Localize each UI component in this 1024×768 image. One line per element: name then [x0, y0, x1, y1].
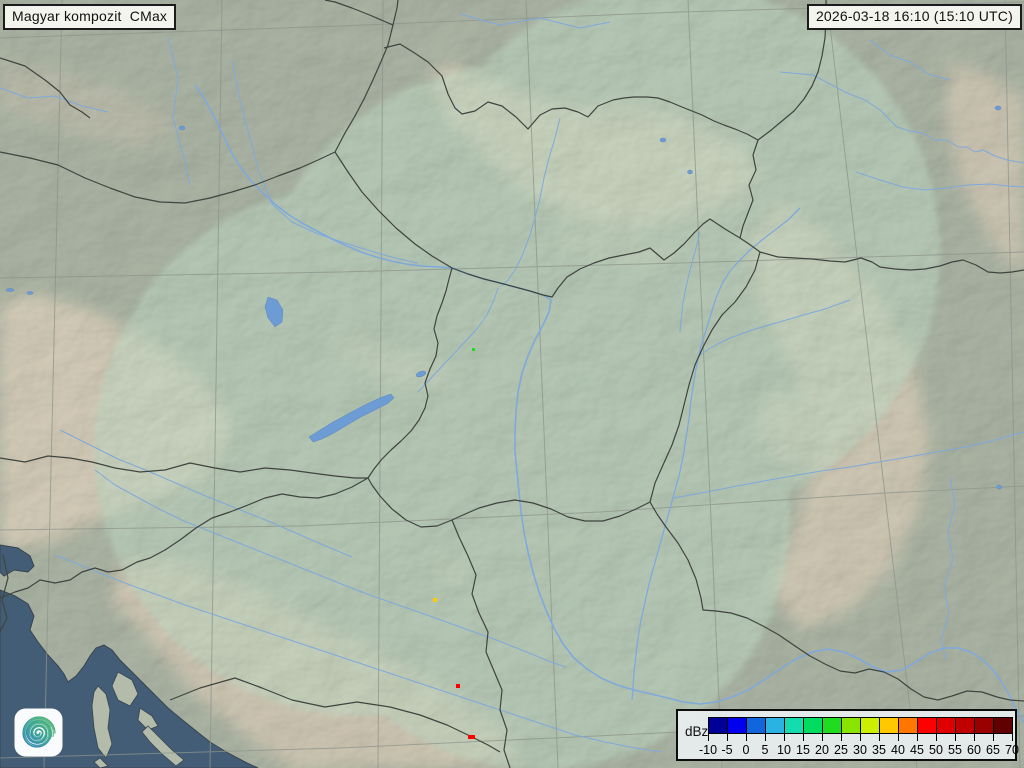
- legend-tick: [708, 733, 709, 741]
- legend-color-cell: [917, 717, 937, 734]
- lake-balaton: [308, 393, 395, 443]
- radar-echo: [433, 598, 437, 602]
- hungary-border: [367, 218, 761, 528]
- legend-tick-label: 25: [834, 743, 848, 757]
- legend-tick-label: 70: [1005, 743, 1019, 757]
- legend-tick-label: 20: [815, 743, 829, 757]
- legend-tick-label: 35: [872, 743, 886, 757]
- legend-tick-label: 55: [948, 743, 962, 757]
- legend-tick-label: 30: [853, 743, 867, 757]
- legend-color-cell: [708, 717, 728, 734]
- hungaromet-spiral-logo: [14, 708, 63, 757]
- legend-color-cell: [822, 717, 842, 734]
- legend-tick-label: 65: [986, 743, 1000, 757]
- legend-color-cell: [727, 717, 747, 734]
- legend-tick-label: 45: [910, 743, 924, 757]
- legend-tick: [841, 733, 842, 741]
- legend-tick-label: 15: [796, 743, 810, 757]
- legend-tick: [936, 733, 937, 741]
- danube-river: [194, 84, 1024, 723]
- legend-tick-label: -10: [698, 743, 718, 757]
- legend-tick: [803, 733, 804, 741]
- radar-echo: [472, 348, 475, 351]
- legend-tick: [860, 733, 861, 741]
- legend-color-cell: [879, 717, 899, 734]
- dbz-legend: dBz -10 -5 0 5 10 15 20 25 30 35 40 45 50 55 60 65 70: [676, 709, 1019, 761]
- legend-color-cell: [841, 717, 861, 734]
- legend-color-cell: [936, 717, 956, 734]
- legend-color-cell: [803, 717, 823, 734]
- legend-tick: [974, 733, 975, 741]
- lake-neusiedl: [264, 296, 284, 328]
- legend-color-cell: [784, 717, 804, 734]
- radar-echo: [456, 684, 460, 688]
- legend-tick: [784, 733, 785, 741]
- legend-tick: [765, 733, 766, 741]
- rivers: [0, 13, 1024, 753]
- radar-coverage-area: [94, 0, 940, 768]
- legend-color-cell: [746, 717, 766, 734]
- product-label: Magyar kompozit CMax: [3, 4, 177, 30]
- legend-tick: [746, 733, 747, 741]
- legend-tick-label: 10: [777, 743, 791, 757]
- legend-color-bar: [708, 717, 1013, 734]
- legend-color-cell: [765, 717, 785, 734]
- legend-tick: [917, 733, 918, 741]
- legend-color-cell: [898, 717, 918, 734]
- legend-tick-label: -5: [721, 743, 733, 757]
- legend-tick: [727, 733, 728, 741]
- legend-color-cell: [955, 717, 975, 734]
- radar-echo: [468, 735, 475, 739]
- legend-color-cell: [974, 717, 994, 734]
- timestamp-label: 2026-03-18 16:10 (15:10 UTC): [806, 4, 1022, 30]
- legend-color-cell: [993, 717, 1013, 734]
- adriatic-islands: [91, 671, 185, 768]
- legend-tick-label: 5: [761, 743, 769, 757]
- legend-tick: [1012, 733, 1013, 741]
- lake-velence: [415, 370, 427, 378]
- legend-tick-label: 60: [967, 743, 981, 757]
- legend-tick: [898, 733, 899, 741]
- tisza-river: [631, 207, 801, 701]
- legend-tick: [879, 733, 880, 741]
- legend-tick: [822, 733, 823, 741]
- legend-tick-label: 50: [929, 743, 943, 757]
- legend-tick-label: 0: [742, 743, 750, 757]
- legend-tick: [955, 733, 956, 741]
- legend-tick-label: 40: [891, 743, 905, 757]
- lakes: [5, 105, 1002, 490]
- legend-unit-label: dBz: [685, 724, 709, 739]
- legend-color-cell: [860, 717, 880, 734]
- legend-tick: [993, 733, 994, 741]
